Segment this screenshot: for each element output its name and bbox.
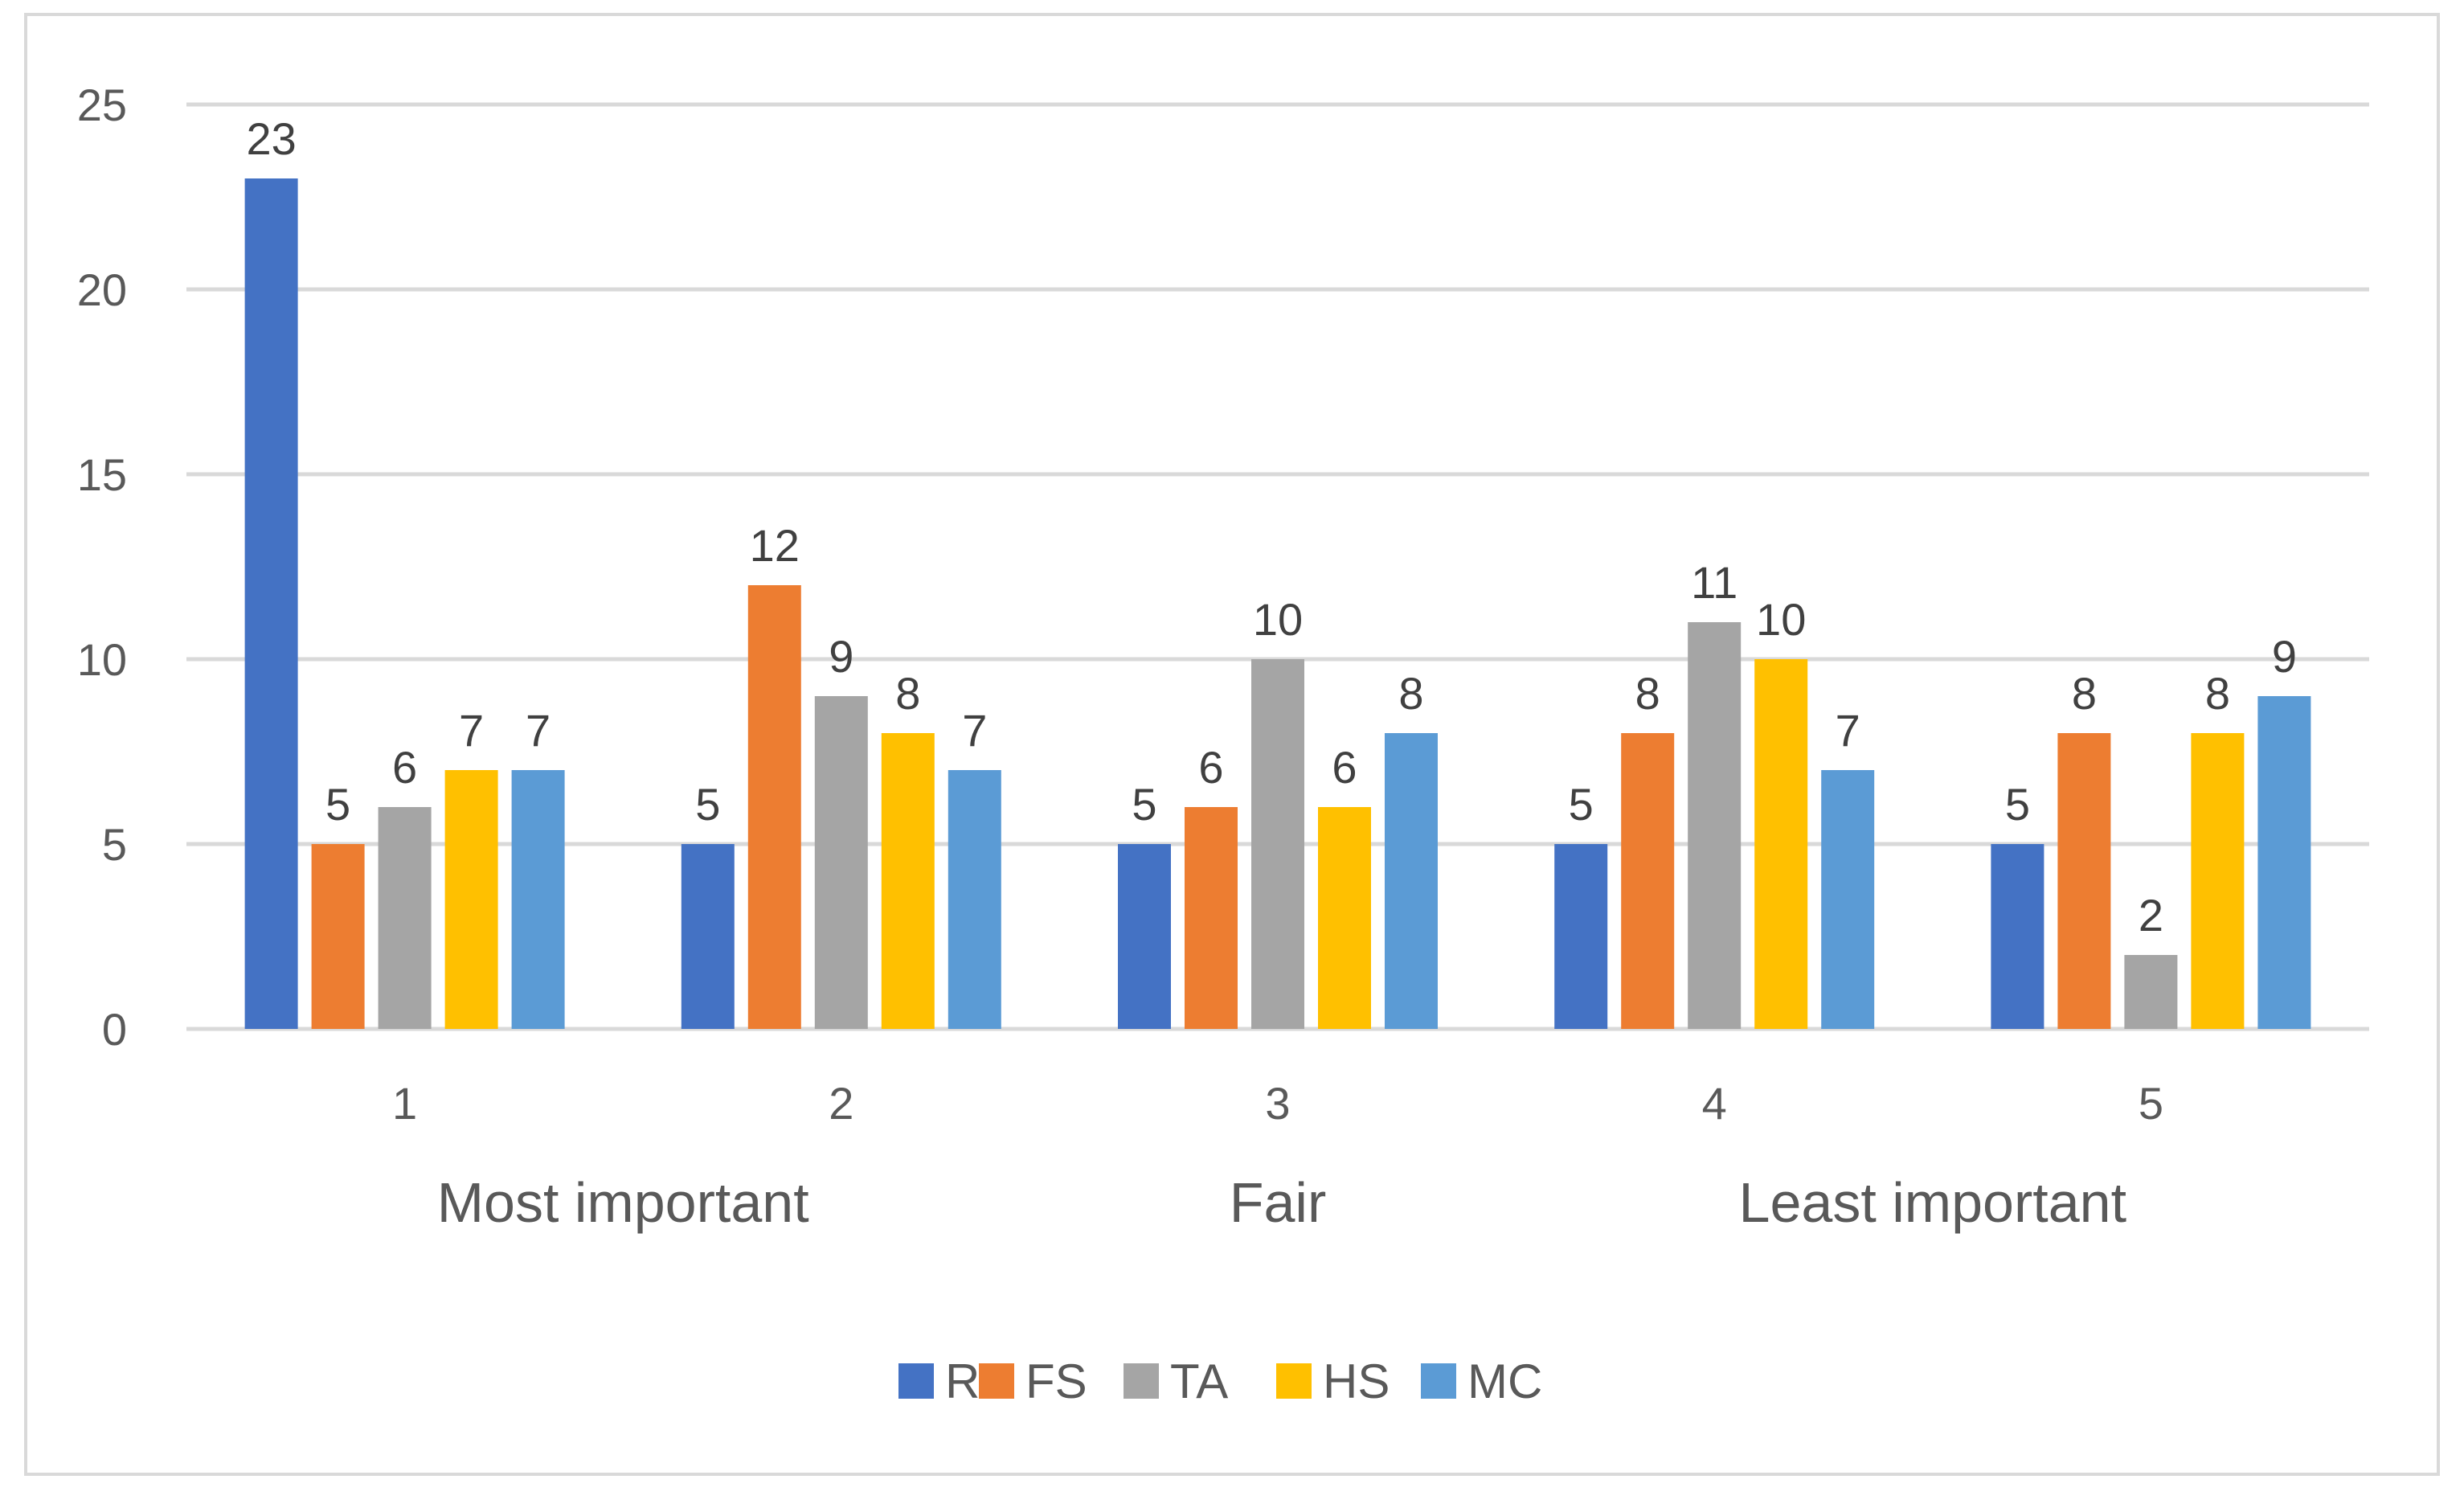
data-label: 11 xyxy=(1691,557,1737,608)
bar-r-3 xyxy=(1118,844,1171,1029)
y-axis-ticks: 0 5 10 15 20 25 xyxy=(77,80,127,1055)
data-label: 5 xyxy=(1132,779,1156,830)
data-label: 6 xyxy=(1332,742,1357,793)
legend-label-r: R xyxy=(945,1354,980,1408)
bar-ta-4 xyxy=(1688,622,1742,1029)
bar-hs-5 xyxy=(2191,733,2245,1029)
legend-swatch-mc xyxy=(1421,1363,1456,1399)
bar-mc-5 xyxy=(2257,696,2311,1029)
data-label: 7 xyxy=(962,705,987,756)
legend-swatch-fs xyxy=(979,1363,1014,1399)
y-tick-label: 25 xyxy=(77,80,127,130)
bar-r-4 xyxy=(1554,844,1608,1029)
bar-mc-3 xyxy=(1385,733,1438,1029)
x-axis-group-labels: Most important Fair Least important xyxy=(437,1171,2126,1234)
y-tick-label: 15 xyxy=(77,449,127,500)
data-label: 2 xyxy=(2139,890,2163,941)
group-label: Fair xyxy=(1230,1171,1327,1234)
x-tick-label: 5 xyxy=(2139,1078,2163,1129)
data-label: 8 xyxy=(2072,668,2097,719)
y-tick-label: 5 xyxy=(102,819,127,870)
data-label: 6 xyxy=(1198,742,1223,793)
data-label: 7 xyxy=(1836,705,1860,756)
data-label: 8 xyxy=(1398,668,1423,719)
data-label: 8 xyxy=(1635,668,1660,719)
legend-swatch-r xyxy=(898,1363,934,1399)
group-label: Most important xyxy=(437,1171,809,1234)
bar-ta-3 xyxy=(1251,659,1304,1029)
x-tick-label: 3 xyxy=(1265,1078,1290,1129)
data-label: 8 xyxy=(895,668,920,719)
bar-fs-2 xyxy=(747,585,801,1029)
bar-fs-3 xyxy=(1185,807,1238,1029)
legend: R FS TA HS MC xyxy=(898,1354,1542,1408)
legend-label-ta: TA xyxy=(1170,1354,1228,1408)
data-label: 8 xyxy=(2205,668,2230,719)
data-label: 5 xyxy=(2005,779,2030,830)
bar-hs-3 xyxy=(1318,807,1371,1029)
legend-label-fs: FS xyxy=(1025,1354,1087,1408)
bar-hs-1 xyxy=(444,770,498,1029)
legend-label-mc: MC xyxy=(1467,1354,1542,1408)
bar-ta-1 xyxy=(378,807,432,1029)
data-label: 23 xyxy=(246,113,296,164)
group-label: Least important xyxy=(1739,1171,2126,1234)
bar-ta-2 xyxy=(814,696,868,1029)
bar-mc-4 xyxy=(1821,770,1875,1029)
data-label: 5 xyxy=(695,779,720,830)
x-axis-ticks: 1 2 3 4 5 xyxy=(392,1078,2163,1129)
bar-fs-4 xyxy=(1621,733,1675,1029)
x-tick-label: 2 xyxy=(829,1078,853,1129)
y-tick-label: 0 xyxy=(102,1004,127,1055)
bar-r-1 xyxy=(244,178,298,1029)
data-label: 6 xyxy=(392,742,417,793)
y-tick-label: 20 xyxy=(77,264,127,315)
chart-frame xyxy=(24,13,2440,1476)
data-label: 10 xyxy=(1253,594,1303,645)
legend-label-hs: HS xyxy=(1323,1354,1390,1408)
legend-swatch-hs xyxy=(1276,1363,1312,1399)
bar-hs-4 xyxy=(1754,659,1808,1029)
y-tick-label: 10 xyxy=(77,634,127,685)
data-label: 12 xyxy=(750,520,800,571)
data-label: 5 xyxy=(325,779,350,830)
data-label: 9 xyxy=(829,631,853,682)
x-tick-label: 4 xyxy=(1702,1078,1727,1129)
bar-hs-2 xyxy=(881,733,935,1029)
data-label: 10 xyxy=(1756,594,1806,645)
data-label: 5 xyxy=(1569,779,1594,830)
data-label: 7 xyxy=(459,705,484,756)
bars xyxy=(244,178,2311,1029)
bar-fs-1 xyxy=(311,844,365,1029)
bar-mc-2 xyxy=(948,770,1001,1029)
bar-ta-5 xyxy=(2124,955,2178,1029)
bar-r-2 xyxy=(681,844,735,1029)
bar-mc-1 xyxy=(511,770,565,1029)
bar-fs-5 xyxy=(2057,733,2111,1029)
bar-r-5 xyxy=(1991,844,2044,1029)
legend-swatch-ta xyxy=(1124,1363,1159,1399)
data-label: 7 xyxy=(526,705,551,756)
data-label: 9 xyxy=(2272,631,2297,682)
x-tick-label: 1 xyxy=(392,1078,417,1129)
